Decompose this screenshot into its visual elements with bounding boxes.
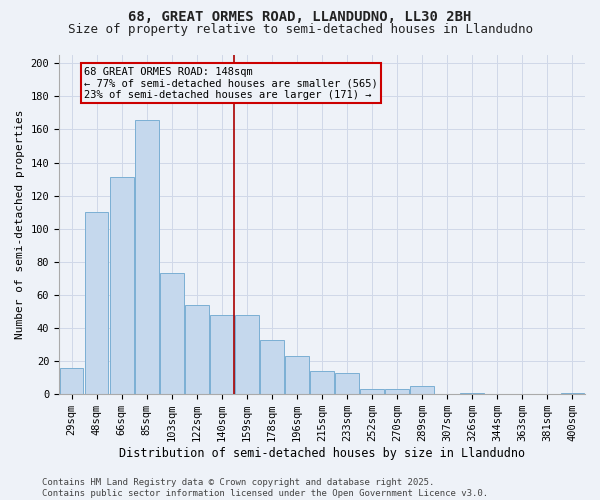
Bar — [560, 392, 584, 394]
Bar — [285, 356, 309, 394]
Text: 68 GREAT ORMES ROAD: 148sqm
← 77% of semi-detached houses are smaller (565)
23% : 68 GREAT ORMES ROAD: 148sqm ← 77% of sem… — [84, 66, 378, 100]
Bar — [335, 372, 359, 394]
Bar — [360, 390, 384, 394]
Bar — [460, 392, 484, 394]
X-axis label: Distribution of semi-detached houses by size in Llandudno: Distribution of semi-detached houses by … — [119, 447, 525, 460]
Bar — [210, 315, 234, 394]
Text: 68, GREAT ORMES ROAD, LLANDUDNO, LL30 2BH: 68, GREAT ORMES ROAD, LLANDUDNO, LL30 2B… — [128, 10, 472, 24]
Bar — [135, 120, 158, 394]
Text: Size of property relative to semi-detached houses in Llandudno: Size of property relative to semi-detach… — [67, 22, 533, 36]
Bar — [235, 315, 259, 394]
Bar — [160, 274, 184, 394]
Bar — [85, 212, 109, 394]
Bar — [59, 368, 83, 394]
Text: Contains HM Land Registry data © Crown copyright and database right 2025.
Contai: Contains HM Land Registry data © Crown c… — [42, 478, 488, 498]
Bar — [110, 178, 134, 394]
Y-axis label: Number of semi-detached properties: Number of semi-detached properties — [15, 110, 25, 340]
Bar — [185, 305, 209, 394]
Bar — [310, 371, 334, 394]
Bar — [260, 340, 284, 394]
Bar — [385, 390, 409, 394]
Bar — [410, 386, 434, 394]
